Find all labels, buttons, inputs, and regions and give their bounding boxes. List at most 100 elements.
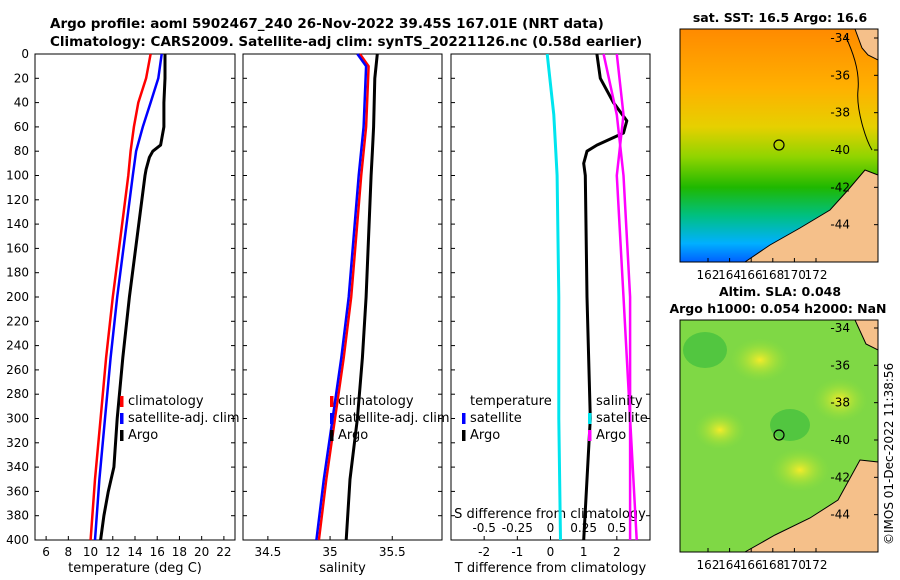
y-tick-label: 240: [6, 339, 29, 353]
y-tick-label: 180: [6, 266, 29, 280]
legend-label: satellite: [470, 411, 522, 426]
x-tick-label: 10: [83, 545, 98, 559]
y-tick-label: 0: [21, 47, 29, 61]
legend-swatch: [330, 396, 334, 407]
legend-swatch: [588, 430, 592, 441]
difference-profile-panel: -2 -1 0 1 2 T difference from climatology -0.5…: [450, 53, 651, 576]
y-tick-label: -40: [830, 143, 850, 157]
sla-low: [770, 409, 810, 441]
legend-swatch: [462, 413, 466, 424]
y-tick-label: -38: [830, 106, 850, 120]
series-line-temperature-argo: [582, 53, 629, 541]
y-tick-label: -36: [830, 358, 850, 372]
sla-high: [694, 410, 746, 450]
top-x-tick-label: -0.5: [472, 521, 495, 535]
x-tick-label: 172: [805, 268, 828, 282]
sla-map-title: Altim. SLA: 0.048: [719, 284, 841, 299]
y-tick-label: 340: [6, 460, 29, 474]
sst-map: [679, 28, 879, 263]
sla-high: [730, 338, 790, 382]
top-x-tick-label: 0.5: [607, 521, 626, 535]
series-line-argo: [99, 54, 167, 541]
sla-map-frame: [679, 319, 879, 553]
y-tick-label: 300: [6, 412, 29, 426]
legend-title: temperature: [470, 394, 552, 409]
sst-map-title: sat. SST: 16.5 Argo: 16.6: [693, 10, 868, 25]
y-tick-label: 320: [6, 436, 29, 450]
legend-label: Argo: [128, 428, 158, 443]
y-tick-label: -38: [830, 396, 850, 410]
legend-swatch: [330, 430, 334, 441]
y-tick-label: -42: [830, 180, 850, 194]
y-tick-label: -44: [830, 218, 850, 232]
legend-label: satellite-adj. clim: [128, 411, 240, 426]
y-tick-label: -42: [830, 470, 850, 484]
x-tick-label: 166: [740, 268, 763, 282]
figure-title-line1: Argo profile: aoml 5902467_240 26-Nov-20…: [50, 16, 604, 32]
x-tick-label: 168: [761, 558, 784, 572]
y-tick-label: 380: [6, 509, 29, 523]
x-tick-label: 164: [718, 558, 741, 572]
y-tick-label: 220: [6, 314, 29, 328]
y-tick-label: -34: [830, 321, 850, 335]
legend-swatch: [462, 430, 466, 441]
coastline: [844, 34, 873, 151]
x-tick-label: 168: [761, 268, 784, 282]
y-tick-label: -40: [830, 433, 850, 447]
y-tick-label: -36: [830, 68, 850, 82]
x-tick-label: 1: [580, 545, 588, 559]
x-tick-label: 172: [805, 558, 828, 572]
x-axis-label: temperature (deg C): [68, 561, 202, 576]
legend-label: Argo: [596, 428, 626, 443]
sla-high: [770, 448, 830, 492]
x-tick-label: 166: [740, 558, 763, 572]
plot-frame: [450, 53, 651, 541]
sla-high: [812, 378, 868, 422]
y-tick-label: 80: [14, 144, 29, 158]
y-tick-label: 120: [6, 193, 29, 207]
x-tick-label: -1: [511, 545, 523, 559]
salinity-profile-panel: 34.5 35 35.5 salinity climatology satellite-a…: [242, 53, 450, 576]
legend-label: satellite: [596, 411, 648, 426]
series-line-argo: [344, 53, 379, 541]
x-tick-label: 14: [127, 545, 142, 559]
x-tick-label: 35.5: [379, 545, 406, 559]
plot-frame: [34, 53, 236, 541]
sst-map-frame: [679, 28, 879, 263]
legend-label: Argo: [470, 428, 500, 443]
x-tick-label: 34.5: [255, 545, 282, 559]
x-tick-label: 16: [150, 545, 165, 559]
x-tick-label: 164: [718, 268, 741, 282]
x-tick-label: 6: [42, 545, 50, 559]
y-tick-label: 400: [6, 533, 29, 547]
y-tick-label: 40: [14, 96, 29, 110]
x-tick-label: 170: [783, 268, 806, 282]
series-line-salinity-argo: [602, 53, 638, 541]
y-tick-label: 100: [6, 169, 29, 183]
x-tick-label: 0: [547, 545, 555, 559]
x-tick-label: 162: [697, 558, 720, 572]
x-tick-label: 12: [105, 545, 120, 559]
x-tick-label: 2: [613, 545, 621, 559]
y-tick-label: 260: [6, 363, 29, 377]
x-tick-label: 35: [322, 545, 337, 559]
series-line-climatology: [89, 53, 152, 541]
series-line-climatology: [317, 53, 370, 541]
y-tick-label: -34: [830, 31, 850, 45]
legend-title: salinity: [596, 394, 643, 409]
y-tick-label: 360: [6, 484, 29, 498]
x-tick-label: 22: [216, 545, 231, 559]
x-tick-label: -2: [478, 545, 490, 559]
plot-frame: [242, 53, 443, 541]
legend-label: climatology: [128, 394, 204, 409]
legend-swatch: [588, 413, 592, 424]
y-tick-label: 200: [6, 290, 29, 304]
sla-map: [679, 319, 879, 553]
series-line-temperature-satellite: [545, 53, 562, 541]
legend-label: climatology: [338, 394, 414, 409]
y-tick-label: 280: [6, 387, 29, 401]
top-x-tick-label: 0: [547, 521, 555, 535]
y-tick-label: 160: [6, 241, 29, 255]
